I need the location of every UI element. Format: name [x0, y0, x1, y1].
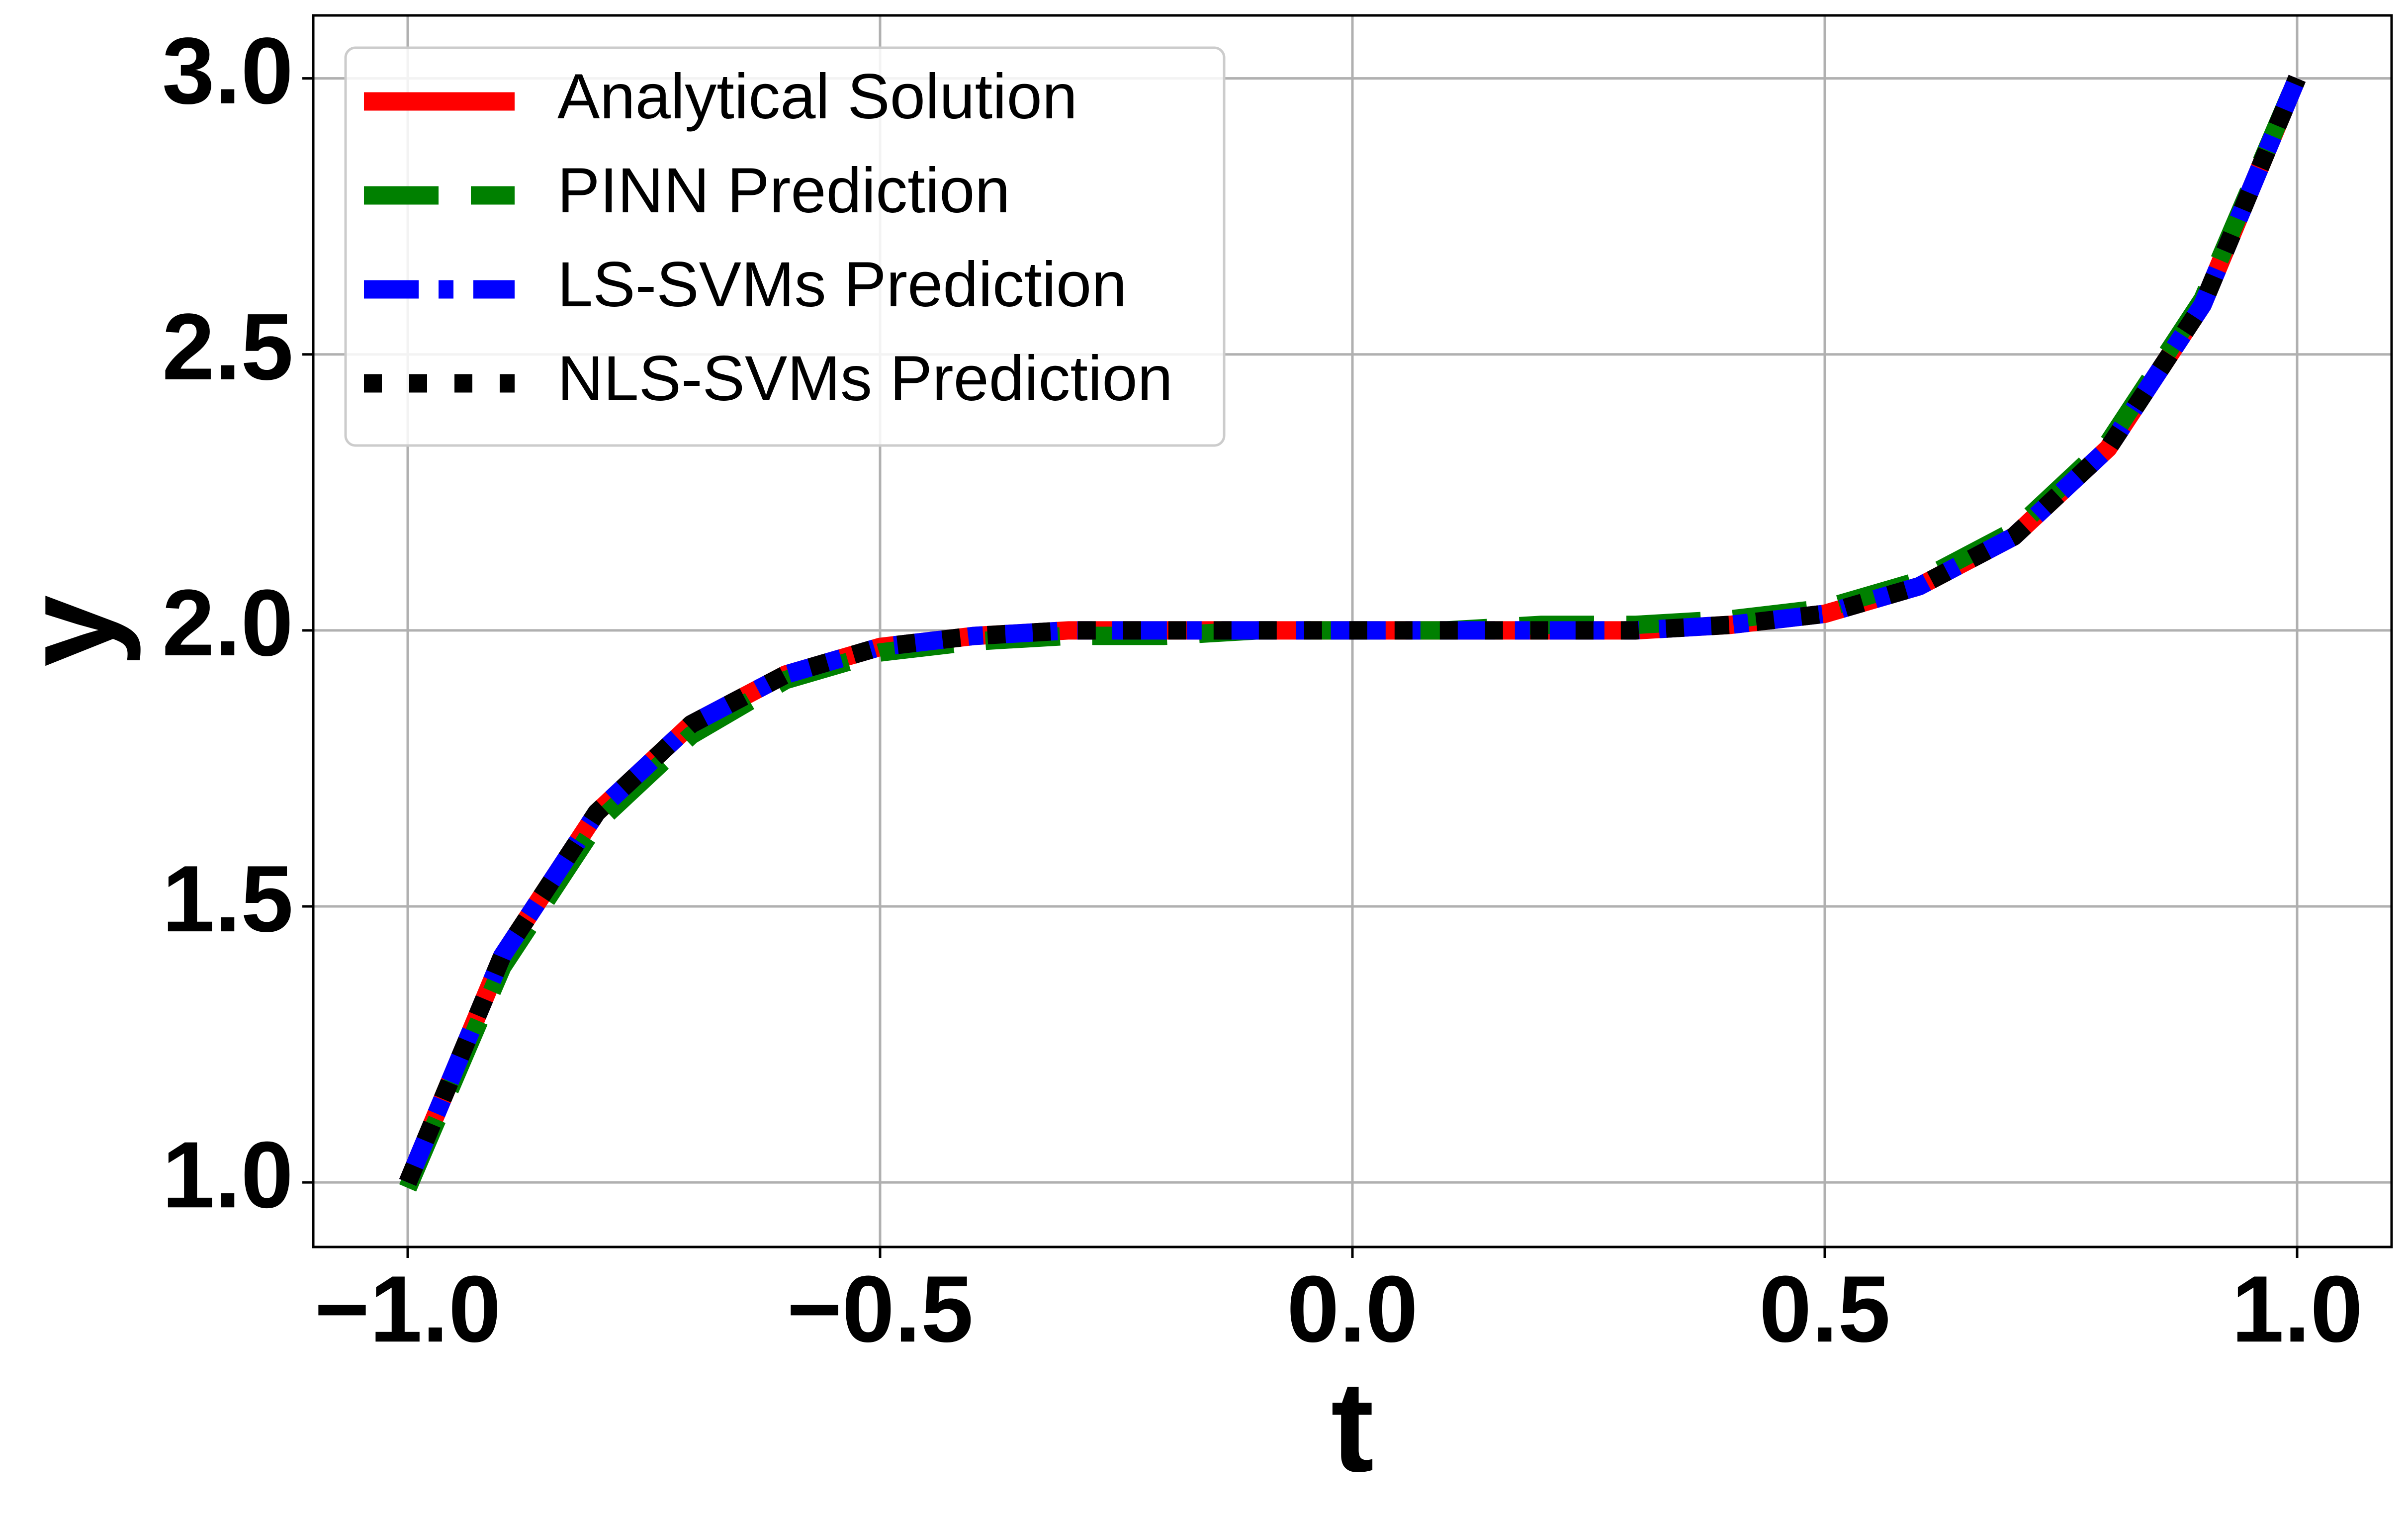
x-tick-label: −1.0 — [314, 1256, 501, 1362]
y-axis-label: y — [0, 594, 142, 667]
legend-label: Analytical Solution — [557, 61, 1077, 132]
y-tick-label: 1.5 — [162, 846, 293, 952]
legend-label: LS-SVMs Prediction — [557, 249, 1127, 320]
x-tick-label: 0.0 — [1287, 1256, 1418, 1362]
x-tick-label: 0.5 — [1759, 1256, 1890, 1362]
legend-box — [344, 46, 1226, 447]
legend: Analytical Solution PINN Prediction LS-SVM… — [344, 46, 1226, 447]
legend-label: PINN Prediction — [557, 155, 1010, 226]
legend-label: NLS-SVMs Prediction — [557, 343, 1173, 414]
y-tick-label: 2.0 — [162, 570, 293, 676]
y-tick-label: 3.0 — [162, 18, 293, 124]
y-tick-label: 2.5 — [162, 294, 293, 400]
x-tick-label: 1.0 — [2231, 1256, 2363, 1362]
y-tick-label: 1.0 — [162, 1122, 293, 1228]
x-tick-label: −0.5 — [787, 1256, 973, 1362]
plot-frame — [312, 14, 2393, 1248]
series-line — [399, 75, 2306, 1186]
x-axis-label: t — [1331, 1355, 1374, 1499]
